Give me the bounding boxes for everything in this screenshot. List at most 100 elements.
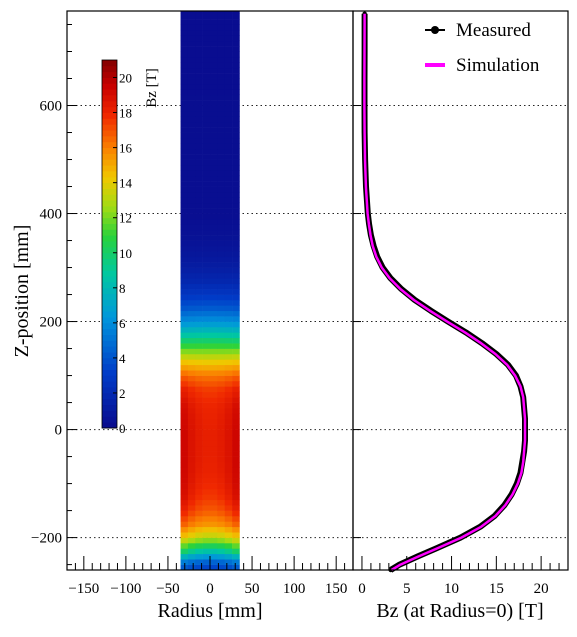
heatmap-cell: [210, 289, 218, 295]
heatmap-cell: [217, 413, 226, 420]
heatmap-cell: [195, 245, 203, 252]
heatmap-cell: [232, 240, 240, 247]
heatmap-cell: [224, 440, 233, 447]
heatmap-cell: [180, 402, 189, 409]
heatmap-cell: [180, 537, 189, 544]
heatmap-cell: [210, 515, 218, 522]
heatmap-cell: [180, 127, 189, 133]
heatmap-cell: [217, 445, 226, 452]
heatmap-cell: [187, 348, 196, 355]
heatmap-cell: [210, 181, 218, 187]
heatmap-cell: [217, 429, 226, 436]
colorbar-segment: [102, 258, 117, 265]
heatmap-cell: [224, 154, 233, 160]
heatmap-cell: [195, 542, 203, 549]
heatmap-cell: [187, 440, 196, 447]
heatmap-cell: [195, 461, 203, 468]
heatmap-cell: [202, 510, 211, 517]
heatmap-cell: [180, 505, 189, 511]
heatmap-cell: [210, 19, 218, 25]
heatmap-cell: [180, 19, 189, 25]
heatmap-cell: [210, 245, 218, 252]
legend-entry-simulation: Simulation: [425, 55, 540, 76]
heatmap-cell: [180, 137, 189, 144]
heatmap-cell: [232, 251, 240, 258]
heatmap-cell: [217, 418, 226, 425]
heatmap-cell: [210, 461, 218, 468]
heatmap-cell: [195, 289, 203, 295]
heatmap-cell: [210, 62, 218, 69]
colorbar-segment: [102, 311, 117, 318]
heatmap-cell: [232, 19, 240, 25]
heatmap-cell: [210, 418, 218, 425]
heatmap-cell: [232, 407, 240, 414]
heatmap-cell: [187, 164, 196, 171]
heatmap-cell: [180, 175, 189, 182]
heatmap-cell: [217, 537, 226, 544]
heatmap-cell: [187, 62, 196, 69]
heatmap-cell: [224, 364, 233, 371]
heatmap-cell: [195, 299, 203, 306]
heatmap-cell: [202, 116, 211, 123]
heatmap-cell: [224, 89, 233, 96]
heatmap-cell: [202, 278, 211, 285]
heatmap-cell: [202, 434, 211, 441]
heatmap-cell: [195, 278, 203, 285]
heatmap-cell: [217, 326, 226, 333]
profile-frame: [352, 10, 569, 571]
heatmap-cell: [232, 488, 240, 495]
heatmap-cell: [217, 461, 226, 468]
heatmap-cell: [202, 46, 211, 52]
heatmap-cell: [210, 537, 218, 544]
colorbar-segment: [102, 398, 117, 406]
colorbar-segment: [102, 106, 117, 113]
colorbar-segment: [102, 147, 117, 154]
colorbar-segment: [102, 200, 117, 207]
heatmap-cell: [232, 127, 240, 133]
heatmap-cell: [187, 548, 196, 555]
heatmap-cell: [224, 40, 233, 47]
heatmap-cell: [210, 224, 218, 231]
heatmap-cell: [217, 105, 226, 112]
heatmap-cell: [210, 316, 218, 322]
heatmap-cell: [232, 224, 240, 231]
colorbar-segment: [102, 352, 117, 359]
heatmap-cell: [210, 175, 218, 182]
heatmap-cell: [232, 299, 240, 306]
heatmap-cell: [224, 510, 233, 517]
heatmap-cell: [195, 359, 203, 366]
heatmap-cell: [187, 429, 196, 436]
colorbar-segment: [102, 112, 117, 119]
heatmap-cell: [224, 332, 233, 339]
heatmap-cell: [217, 386, 226, 393]
heatmap-cell: [180, 461, 189, 468]
heatmap-cell: [232, 494, 240, 501]
heatmap-cell: [202, 305, 211, 312]
heatmap-cell: [187, 402, 196, 409]
heatmap-cell: [217, 402, 226, 409]
heatmap-cell: [195, 235, 203, 241]
heatmap-cell: [210, 159, 218, 166]
colorbar-segment: [102, 229, 117, 236]
heatmap-cell: [202, 391, 211, 398]
heatmap-cell: [195, 94, 203, 101]
heatmap-cell: [224, 186, 233, 193]
heatmap-cell: [224, 208, 233, 214]
heatmap-cell: [232, 256, 240, 263]
heatmap-cell: [217, 202, 226, 209]
heatmap-cell: [217, 526, 226, 533]
heatmap-cell: [180, 532, 189, 538]
heatmap-cell: [210, 521, 218, 528]
heatmap-cell: [232, 451, 240, 457]
heatmap-cell: [232, 521, 240, 528]
heatmap-cell: [195, 116, 203, 123]
y-tick-label: 200: [40, 315, 63, 331]
colorbar: 0 2 4 6 8 10 12 14 16 18 20: [101, 59, 133, 436]
heatmap-cell: [232, 353, 240, 360]
heatmap-cell: [195, 407, 203, 414]
heatmap-cell: [217, 305, 226, 312]
heatmap-cell: [180, 208, 189, 214]
heatmap-cell: [202, 100, 211, 106]
heatmap-cell: [180, 62, 189, 69]
